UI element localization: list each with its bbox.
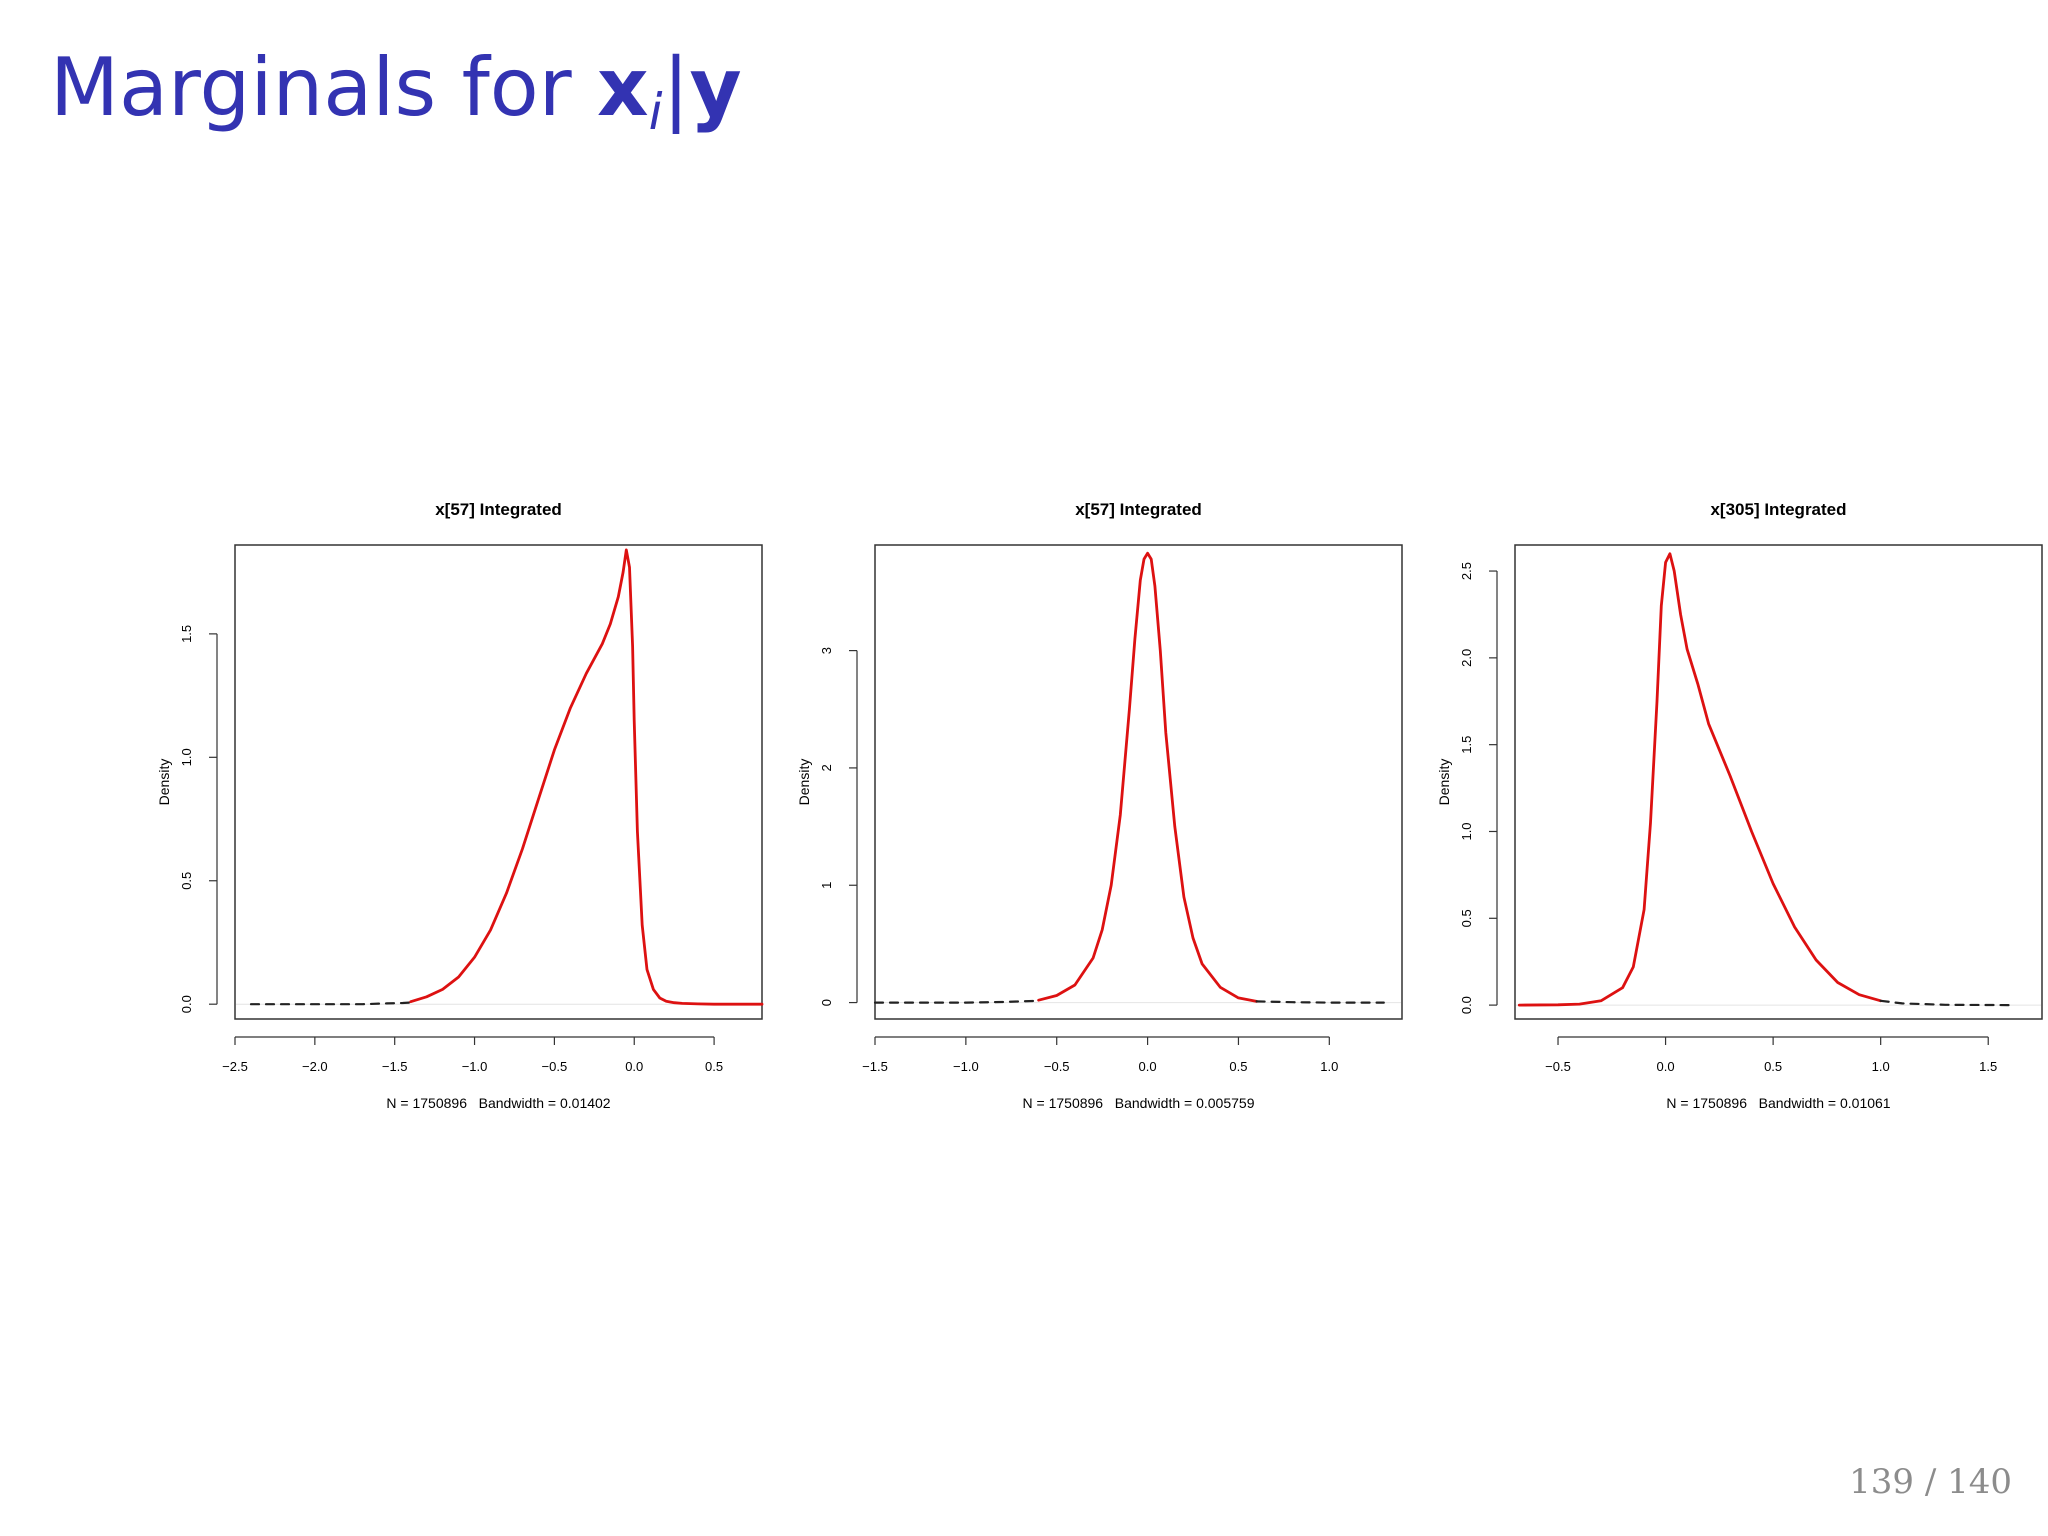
plot-2-x-tick-label: 1.0 [1320,1059,1338,1074]
plot-2-series-1-dashed [873,999,1040,1004]
plot-3-x-tick-label: −0.5 [1545,1059,1571,1074]
plot-3-x-tick-label: 1.5 [1979,1059,1997,1074]
plot-3-frame [1514,544,2043,1020]
title-prefix: Marginals for [50,41,598,134]
plot-3-series-1-solid [1517,552,1883,1007]
plot-3-x-label: N = 1750896 Bandwidth = 0.01061 [1666,1095,1890,1111]
slide-title: Marginals for xi|y [50,48,742,138]
plot-1-frame [234,544,763,1020]
plot-2-frame [874,544,1403,1020]
plot-3-y-tick-label: 2.5 [1459,562,1474,580]
plot-1-x-tick-label: −2.5 [222,1059,248,1074]
plot-1-y-tick-label: 1.5 [179,625,194,643]
plot-3-x-tick-label: 0.5 [1764,1059,1782,1074]
title-y-symbol: y [689,41,742,134]
page-number: 139 / 140 [1849,1462,2012,1502]
plot-2-y-tick-label: 2 [819,764,834,771]
plot-1-y-tick-label: 0.0 [179,995,194,1013]
plot-2-series-2-solid [1037,551,1258,1003]
plot-3-y-tick-label: 0.5 [1459,909,1474,927]
plot-1-series-1-dashed [249,1001,412,1006]
plot-1-x-tick-label: −2.0 [302,1059,328,1074]
plot-2-y-label: Density [796,759,812,806]
plot-2: x[57] Integrated −1.5 −1.0 −0.5 0.0 0.5 1.0 N =… [796,500,1403,1111]
plot-1-x-tick-label: 0.5 [705,1059,723,1074]
plot-1-y-tick-label: 1.0 [179,748,194,766]
plot-3-y-label: Density [1436,759,1452,806]
plot-3-x-tick-label: 0.0 [1657,1059,1675,1074]
plot-3: x[305] Integrated −0.5 0.0 0.5 1.0 1.5 N = 175… [1436,500,2043,1111]
plot-3-title: x[305] Integrated [1710,500,1846,519]
title-x-symbol: x [597,41,649,134]
plot-3-series-2-dashed [1879,999,2011,1007]
title-conditional-bar: | [662,41,690,134]
plot-1: x[57] Integrated −2.5 −2.0 −1.5 −1.0 −0.5 0.0 0… [156,500,764,1111]
title-subscript-i: i [648,83,663,141]
plot-2-x-label: N = 1750896 Bandwidth = 0.005759 [1023,1095,1255,1111]
plot-2-title: x[57] Integrated [1075,500,1202,519]
plot-1-series-2-solid [409,548,764,1006]
plot-2-y-tick-label: 0 [819,999,834,1006]
plot-1-y-label: Density [156,759,172,806]
plot-1-y-tick-label: 0.5 [179,872,194,890]
plot-2-y-tick-label: 3 [819,647,834,654]
plot-3-y-tick-label: 0.0 [1459,996,1474,1014]
plot-3-y-tick-label: 2.0 [1459,649,1474,667]
plot-1-x-tick-label: −1.0 [462,1059,488,1074]
plot-1-x-label: N = 1750896 Bandwidth = 0.01402 [386,1095,610,1111]
plot-2-x-tick-label: −1.5 [862,1059,888,1074]
plot-1-title: x[57] Integrated [435,500,562,519]
plot-2-x-tick-label: −1.0 [953,1059,979,1074]
plot-3-y-tick-label: 1.0 [1459,822,1474,840]
plot-2-y-tick-label: 1 [819,882,834,889]
plot-1-x-tick-label: 0.0 [625,1059,643,1074]
plot-2-series-3-dashed [1255,1000,1385,1004]
plot-3-x-tick-label: 1.0 [1872,1059,1890,1074]
plot-2-x-tick-label: 0.0 [1139,1059,1157,1074]
plot-2-x-tick-label: −0.5 [1044,1059,1070,1074]
plot-3-y-tick-label: 1.5 [1459,736,1474,754]
plot-2-x-tick-label: 0.5 [1229,1059,1247,1074]
plot-1-x-tick-label: −0.5 [542,1059,568,1074]
plot-1-x-tick-label: −1.5 [382,1059,408,1074]
